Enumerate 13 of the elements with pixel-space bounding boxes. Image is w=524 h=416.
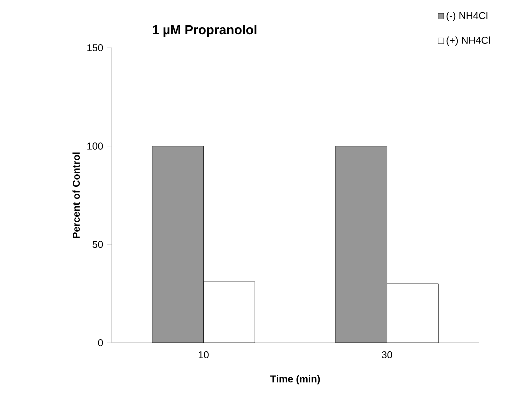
x-tick-label: 10 <box>198 352 209 359</box>
y-axis-title: Percent of Control <box>72 152 80 238</box>
y-tick-label: 100 <box>88 142 104 150</box>
bar <box>204 282 256 343</box>
legend-label: (-) NH4Cl <box>446 12 488 22</box>
x-axis-title: Time (min) <box>270 375 320 385</box>
y-tick-label: 50 <box>92 241 104 248</box>
chart-title: 1 µM Propranolol <box>153 25 257 38</box>
text: (+) NH4Cl <box>446 36 490 46</box>
y-tick-label: 0 <box>98 339 104 347</box>
bar <box>387 284 439 343</box>
x-tick-label: 30 <box>382 352 392 359</box>
y-tick-label: 150 <box>88 44 104 52</box>
